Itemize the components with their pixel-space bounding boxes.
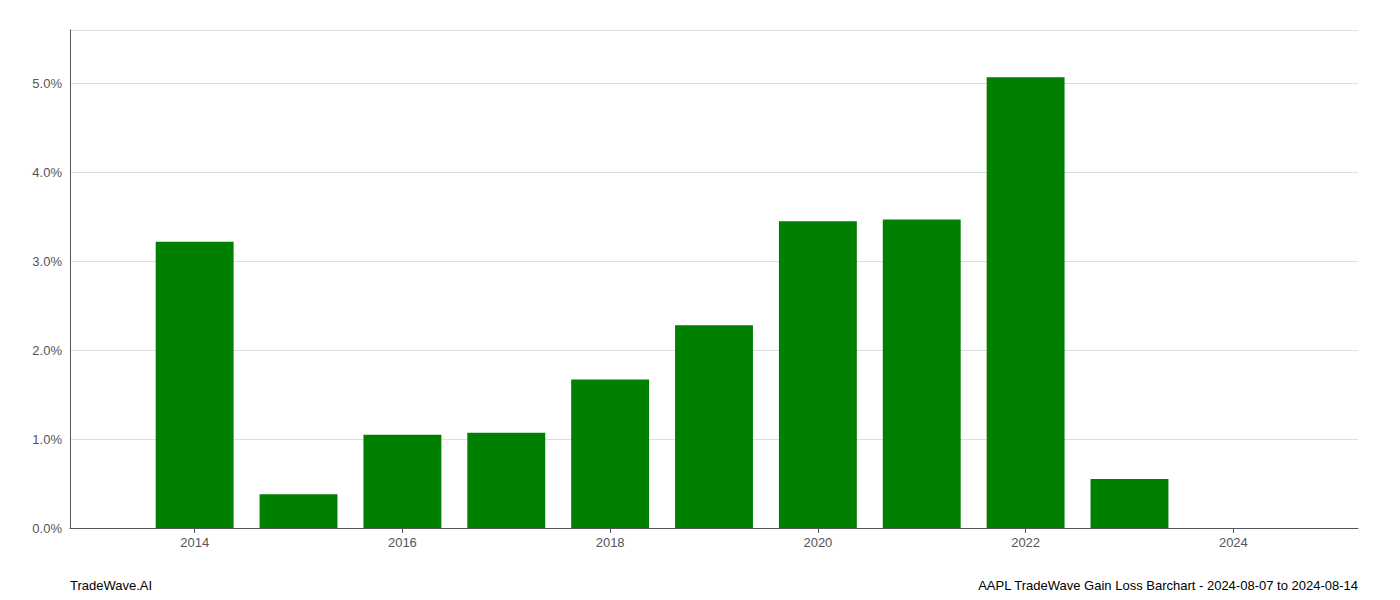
svg-text:2018: 2018 [596, 535, 625, 550]
svg-text:4.0%: 4.0% [32, 165, 62, 180]
svg-text:3.0%: 3.0% [32, 254, 62, 269]
svg-text:TradeWave.AI: TradeWave.AI [70, 578, 152, 593]
svg-text:AAPL TradeWave Gain Loss Barch: AAPL TradeWave Gain Loss Barchart - 2024… [978, 578, 1358, 593]
svg-text:2014: 2014 [180, 535, 209, 550]
svg-text:2016: 2016 [388, 535, 417, 550]
svg-text:2.0%: 2.0% [32, 343, 62, 358]
svg-text:1.0%: 1.0% [32, 432, 62, 447]
svg-text:0.0%: 0.0% [32, 521, 62, 536]
svg-text:2024: 2024 [1219, 535, 1248, 550]
svg-text:5.0%: 5.0% [32, 76, 62, 91]
svg-text:2020: 2020 [803, 535, 832, 550]
svg-text:2022: 2022 [1011, 535, 1040, 550]
